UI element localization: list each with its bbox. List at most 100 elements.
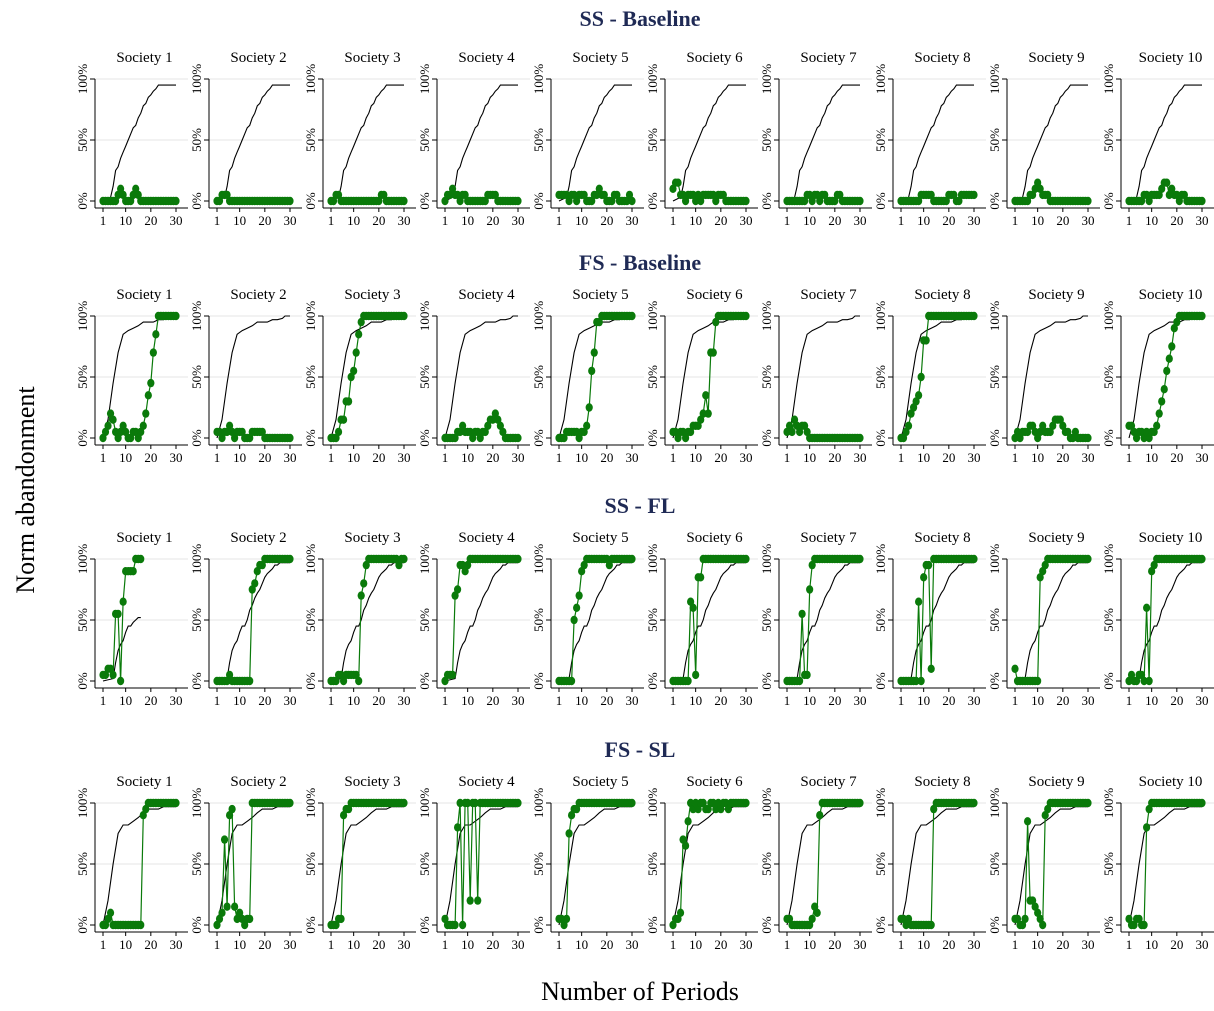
x-tick-label: 20 — [1056, 937, 1069, 952]
x-tick-label: 20 — [258, 450, 271, 465]
data-point — [565, 829, 573, 838]
y-tick-label: 50% — [987, 608, 1002, 632]
reference-line — [1014, 315, 1088, 439]
x-tick-label: 1 — [556, 213, 563, 228]
panel: Society 2 0% 50% 100% 1 10 20 30 — [189, 774, 302, 952]
x-tick-label: 30 — [512, 937, 525, 952]
x-tick-label: 30 — [170, 450, 183, 465]
panel-title: Society 3 — [344, 287, 400, 303]
x-tick-label: 20 — [942, 693, 955, 708]
x-tick-label: 20 — [486, 937, 499, 952]
y-tick-label: 50% — [987, 852, 1002, 876]
data-point — [286, 196, 294, 206]
x-tick-label: 1 — [1126, 450, 1133, 465]
data-point — [1021, 914, 1029, 924]
x-tick-label: 20 — [942, 937, 955, 952]
data-point — [218, 908, 226, 917]
y-tick-label: 0% — [75, 672, 90, 690]
y-tick-label: 100% — [645, 301, 660, 332]
x-tick-label: 10 — [689, 450, 702, 465]
x-tick-label: 1 — [670, 693, 677, 708]
x-tick-label: 20 — [714, 450, 727, 465]
x-tick-label: 30 — [626, 693, 639, 708]
x-tick-label: 10 — [575, 450, 588, 465]
y-tick-label: 50% — [1101, 365, 1116, 389]
x-tick-label: 1 — [898, 213, 905, 228]
data-point — [970, 554, 978, 564]
x-tick-label: 20 — [258, 693, 271, 708]
x-tick-label: 30 — [398, 693, 411, 708]
panel-title: Society 7 — [800, 287, 857, 303]
x-tick-label: 20 — [1056, 213, 1069, 228]
x-tick-label: 30 — [1082, 693, 1095, 708]
x-tick-label: 20 — [942, 213, 955, 228]
data-point — [1168, 342, 1176, 351]
x-tick-label: 10 — [461, 450, 474, 465]
x-tick-label: 20 — [714, 693, 727, 708]
x-tick-label: 20 — [1056, 450, 1069, 465]
x-tick-label: 20 — [1170, 693, 1183, 708]
data-point — [562, 914, 571, 924]
x-tick-label: 1 — [214, 213, 221, 228]
data-point — [1084, 196, 1092, 206]
x-tick-label: 20 — [1170, 213, 1183, 228]
y-tick-label: 100% — [987, 301, 1002, 332]
data-point — [588, 366, 596, 376]
data-point — [1155, 409, 1163, 418]
data-point — [246, 914, 254, 924]
x-tick-label: 10 — [917, 450, 930, 465]
x-tick-label: 1 — [442, 693, 449, 708]
x-tick-label: 20 — [1170, 937, 1183, 952]
x-tick-label: 1 — [784, 937, 791, 952]
x-tick-label: 10 — [1145, 937, 1158, 952]
reference-line — [1014, 562, 1088, 682]
data-point — [1143, 603, 1151, 612]
data-point — [474, 896, 482, 905]
x-tick-label: 10 — [1031, 213, 1044, 228]
y-tick-label: 0% — [1101, 192, 1116, 210]
data-point — [334, 427, 343, 437]
y-tick-label: 50% — [873, 128, 888, 152]
data-point — [692, 670, 700, 680]
data-point — [917, 676, 925, 686]
panel: Society 8 0% 50% 100% 1 10 20 30 — [873, 50, 986, 228]
data-point — [400, 196, 408, 206]
data-point — [742, 798, 750, 808]
row-title: SS - Baseline — [579, 6, 700, 31]
panel-title: Society 7 — [800, 530, 857, 546]
data-point — [816, 811, 824, 820]
data-point — [856, 554, 864, 564]
data-point — [1153, 421, 1161, 430]
x-tick-label: 30 — [968, 450, 981, 465]
x-tick-label: 30 — [512, 693, 525, 708]
panel: Society 3 0% 50% 100% 1 10 20 30 — [303, 530, 416, 708]
x-tick-label: 1 — [214, 693, 221, 708]
data-point — [856, 196, 864, 206]
y-tick-label: 100% — [303, 544, 318, 575]
x-tick-label: 1 — [1012, 693, 1019, 708]
x-tick-label: 1 — [670, 213, 677, 228]
y-tick-label: 100% — [987, 64, 1002, 95]
x-tick-label: 1 — [1012, 213, 1019, 228]
reference-line — [102, 84, 176, 202]
y-tick-label: 50% — [759, 365, 774, 389]
y-tick-label: 100% — [1101, 788, 1116, 819]
x-tick-label: 10 — [347, 693, 360, 708]
panel-title: Society 5 — [572, 50, 628, 66]
panel: Society 3 0% 50% 100% 1 10 20 30 — [303, 50, 416, 228]
x-tick-label: 10 — [917, 937, 930, 952]
data-point — [1143, 823, 1151, 832]
x-tick-label: 20 — [942, 450, 955, 465]
y-tick-label: 100% — [645, 544, 660, 575]
x-tick-label: 30 — [1082, 450, 1095, 465]
panel-title: Society 9 — [1028, 50, 1084, 66]
panel-title: Society 9 — [1028, 774, 1084, 790]
data-point — [803, 670, 811, 680]
y-tick-label: 100% — [873, 64, 888, 95]
y-tick-label: 50% — [75, 852, 90, 876]
data-point — [628, 554, 636, 564]
y-tick-label: 100% — [417, 301, 432, 332]
y-tick-label: 0% — [987, 429, 1002, 447]
y-tick-label: 0% — [873, 672, 888, 690]
data-point — [286, 433, 294, 443]
